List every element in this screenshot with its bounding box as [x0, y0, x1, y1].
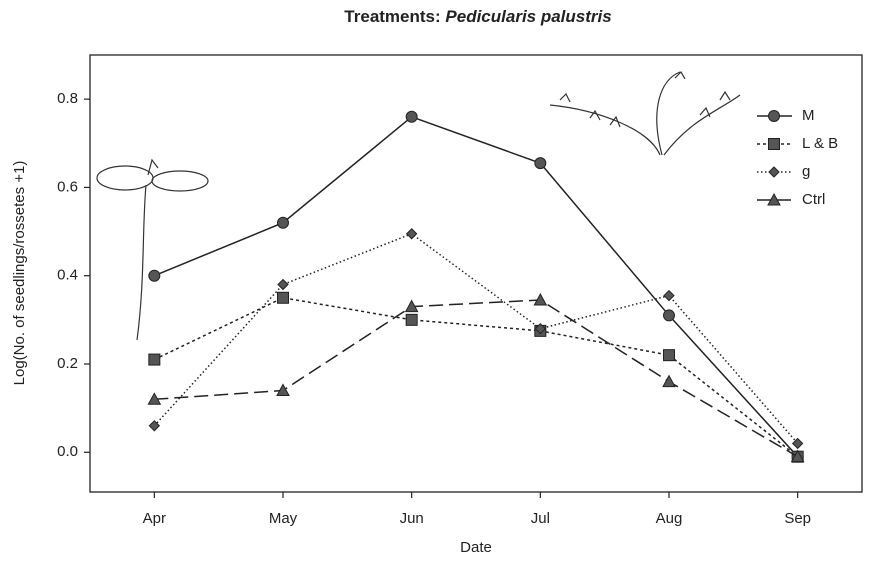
data-point: [406, 314, 417, 325]
data-point: [664, 291, 674, 301]
legend-marker: [769, 139, 780, 150]
x-tick-label: May: [269, 510, 298, 527]
legend-label: L & B: [802, 135, 838, 152]
data-point: [149, 354, 160, 365]
data-point: [664, 350, 675, 361]
chart-title: Treatments: Pedicularis palustris: [344, 7, 611, 26]
legend-marker: [769, 111, 780, 122]
data-point: [406, 111, 417, 122]
x-tick-label: Aug: [656, 510, 683, 527]
title-species: Pedicularis palustris: [445, 7, 611, 26]
seedling-sketch: [97, 160, 208, 340]
y-tick-label: 0.8: [57, 90, 78, 107]
x-tick-label: Sep: [784, 510, 811, 527]
data-point: [277, 384, 289, 395]
series-line: [154, 298, 797, 457]
series-line: [154, 300, 797, 457]
y-tick-label: 0.4: [57, 267, 78, 284]
y-tick-label: 0.6: [57, 178, 78, 195]
data-point: [149, 270, 160, 281]
x-axis-label: Date: [460, 539, 492, 556]
x-tick-label: Apr: [143, 510, 166, 527]
y-axis-label: Log(No. of seedlings/rossetes +1): [11, 161, 28, 386]
page: {"chart_data": {"type": "line", "title":…: [0, 0, 880, 562]
data-point: [407, 229, 417, 239]
data-point: [535, 158, 546, 169]
x-tick-label: Jun: [400, 510, 424, 527]
data-point: [278, 280, 288, 290]
chart: Treatments: Pedicularis palustris Date L…: [0, 0, 880, 562]
data-point: [664, 310, 675, 321]
y-tick-label: 0.2: [57, 355, 78, 372]
legend-marker: [769, 167, 779, 177]
data-point: [278, 217, 289, 228]
data-point: [278, 292, 289, 303]
data-point: [663, 376, 675, 387]
legend-label: Ctrl: [802, 191, 825, 208]
series-line: [154, 234, 797, 444]
rosette-sketch: [550, 72, 740, 155]
series-line: [154, 117, 797, 457]
y-tick-label: 0.0: [57, 443, 78, 460]
x-tick-label: Jul: [531, 510, 550, 527]
legend-label: g: [802, 163, 810, 180]
legend-label: M: [802, 107, 815, 124]
title-prefix: Treatments:: [344, 7, 440, 26]
